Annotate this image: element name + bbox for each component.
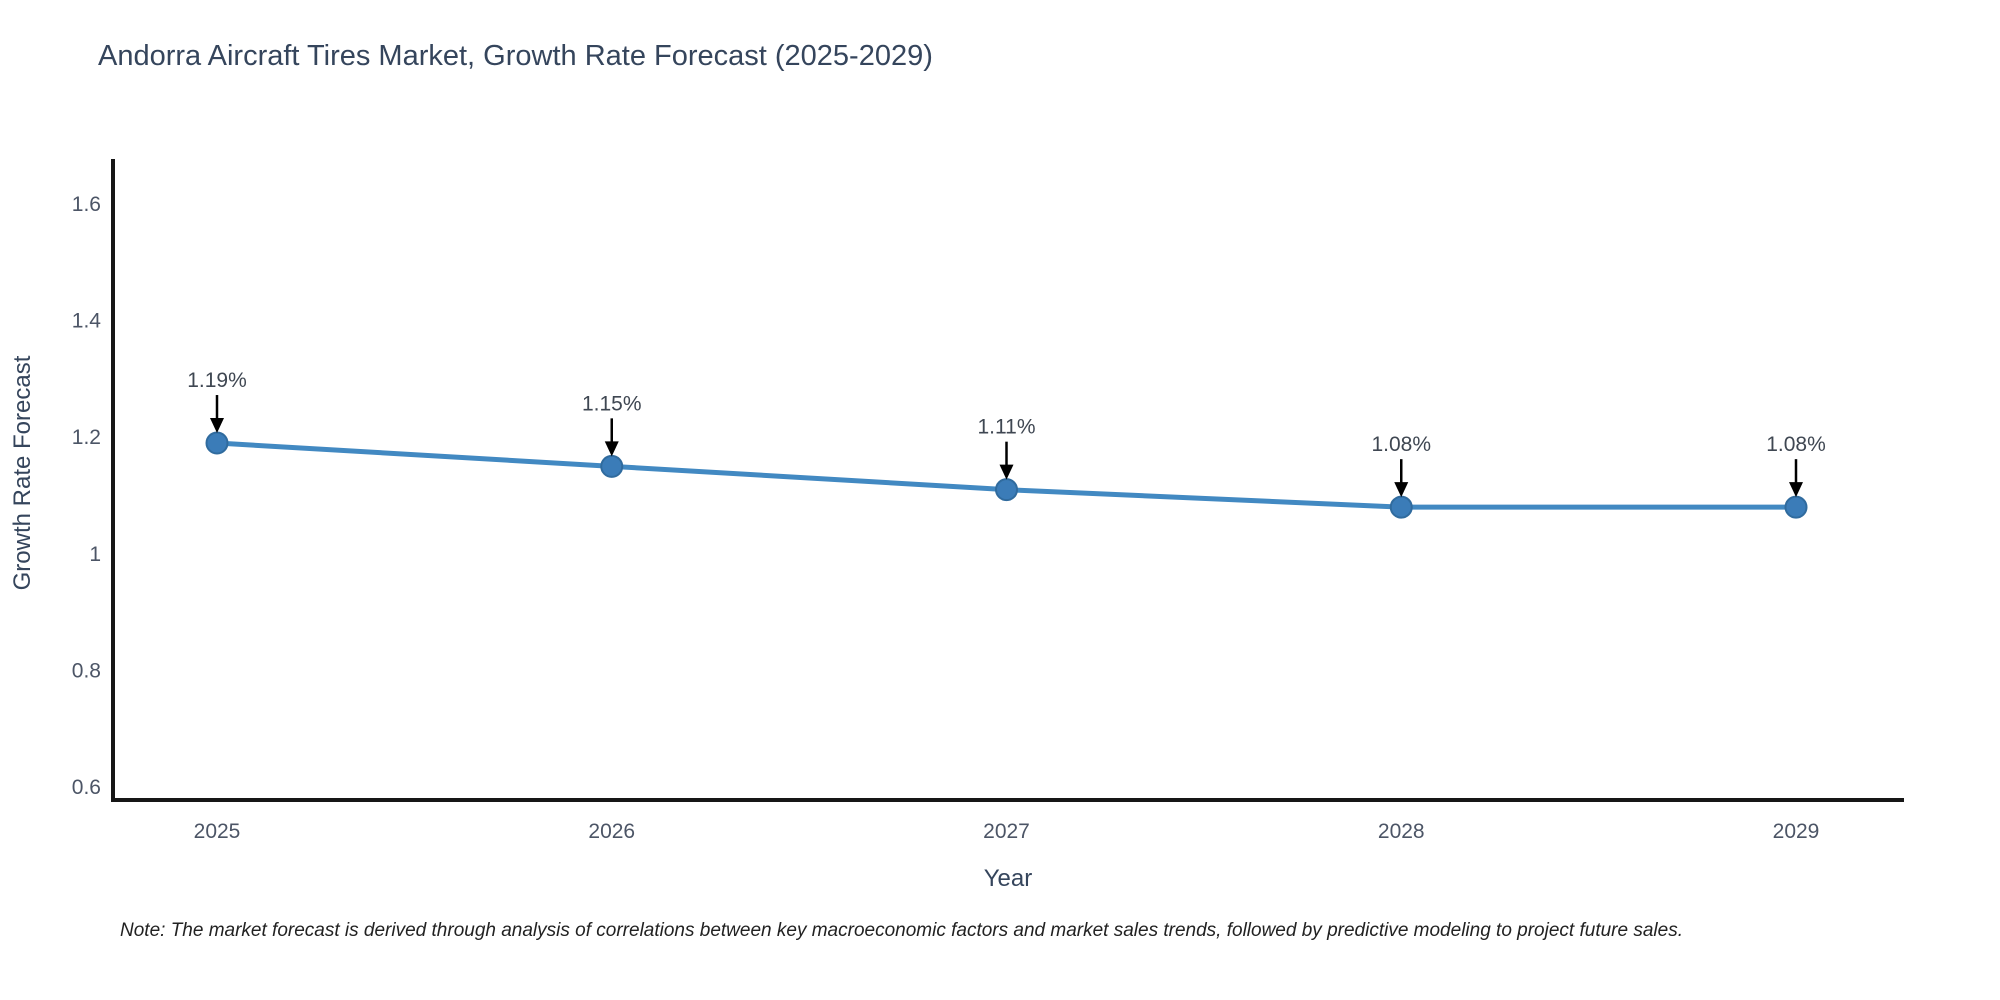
annotation-label: 1.19%	[187, 369, 247, 392]
annotation-arrowhead	[999, 464, 1014, 480]
y-tick-label: 1	[89, 543, 101, 566]
chart-title: Andorra Aircraft Tires Market, Growth Ra…	[98, 40, 933, 72]
data-point-marker[interactable]	[995, 478, 1018, 502]
x-tick-label: 2027	[983, 820, 1030, 843]
y-tick-label: 0.6	[72, 776, 101, 799]
data-point-marker[interactable]	[205, 431, 229, 455]
data-point-marker[interactable]	[1389, 495, 1413, 519]
x-tick-label: 2026	[588, 820, 635, 843]
y-tick-label: 1.2	[72, 426, 101, 449]
annotation-arrowhead	[1789, 482, 1803, 498]
chart-footnote: Note: The market forecast is derived thr…	[120, 920, 1683, 941]
y-tick-label: 1.6	[72, 193, 101, 216]
annotation-label: 1.08%	[1371, 433, 1431, 456]
annotation-label: 1.08%	[1766, 433, 1826, 456]
annotation-arrowhead	[1394, 482, 1409, 498]
x-tick-label: 2028	[1378, 820, 1425, 843]
y-tick-label: 1.4	[72, 310, 102, 333]
annotation-label: 1.11%	[978, 416, 1036, 439]
x-axis-title: Year	[984, 865, 1033, 892]
annotations-layer: 1.19% 1.15% 1.11% 1.08% 1.08%	[187, 369, 1826, 498]
y-tick-label: 0.8	[72, 659, 101, 682]
annotation-arrowhead	[210, 418, 224, 434]
series-layer	[205, 431, 1808, 519]
x-tick-label: 2025	[194, 820, 241, 843]
data-point-marker[interactable]	[600, 454, 624, 478]
data-point-marker[interactable]	[1784, 495, 1808, 519]
x-tick-label: 2029	[1773, 820, 1820, 843]
axis-ticks-layer: 0.6 0.8 1 1.2 1.4 1.6 2025 2026 2027 2028 2029	[72, 193, 1820, 843]
annotation-label: 1.15%	[582, 392, 642, 415]
y-axis-title: Growth Rate Forecast	[9, 355, 36, 590]
annotation-arrowhead	[604, 441, 619, 457]
